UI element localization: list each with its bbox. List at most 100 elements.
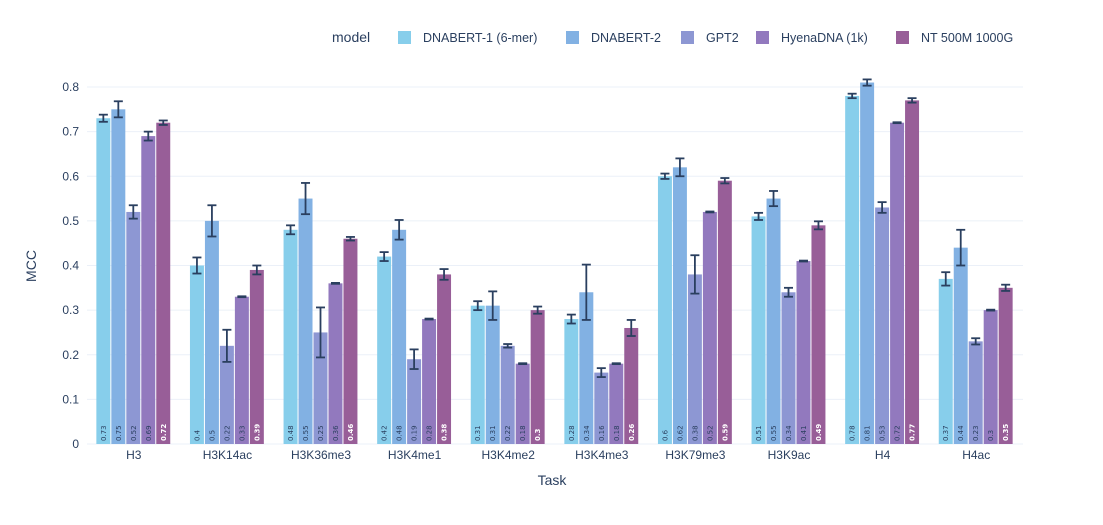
bar-value-label: 0.52 (130, 425, 138, 441)
axes: MCC Task 0 0.1 0.2 0.3 0.4 0.5 0.6 0.7 0.8 H3 H3K1… (23, 80, 990, 488)
bar[interactable] (156, 122, 171, 444)
bar-value-label: 0.4 (193, 429, 201, 441)
y-tick-label: 0.1 (62, 392, 79, 406)
legend-item-label[interactable]: GPT2 (706, 31, 739, 45)
bar[interactable] (204, 220, 219, 444)
bar[interactable] (624, 327, 639, 444)
x-tick-label: H3K4me3 (575, 448, 629, 462)
bar[interactable] (515, 363, 530, 444)
bar-value-label: 0.75 (115, 425, 123, 441)
bar[interactable] (437, 274, 452, 444)
legend-swatch[interactable] (398, 31, 411, 44)
legend-item-label[interactable]: NT 500M 1000G (921, 31, 1013, 45)
bar[interactable] (343, 238, 358, 444)
bar-value-label: 0.6 (661, 429, 669, 441)
bar-value-label: 0.19 (411, 425, 419, 441)
bar[interactable] (998, 287, 1013, 444)
bar-value-label: 0.25 (317, 425, 325, 441)
bar[interactable] (328, 283, 343, 444)
y-tick-label: 0 (72, 437, 79, 451)
bar[interactable] (875, 207, 890, 444)
y-tick-label: 0.3 (62, 303, 79, 317)
bar[interactable] (564, 319, 579, 444)
bar-value-label: 0.18 (613, 425, 621, 441)
bar-value-label: 0.51 (755, 425, 763, 441)
legend-swatch[interactable] (681, 31, 694, 44)
bar[interactable] (407, 359, 422, 444)
bar[interactable] (96, 118, 111, 445)
y-axis-title: MCC (23, 250, 39, 282)
bar[interactable] (905, 100, 920, 444)
bar[interactable] (860, 82, 875, 444)
bar[interactable] (189, 265, 204, 445)
bar[interactable] (141, 136, 156, 444)
legend-item-label[interactable]: DNABERT-1 (6-mer) (423, 31, 537, 45)
bar[interactable] (672, 167, 687, 444)
bar[interactable] (530, 310, 545, 444)
bar[interactable] (313, 332, 328, 444)
legend-swatch[interactable] (566, 31, 579, 44)
bar[interactable] (687, 274, 702, 444)
bar[interactable] (422, 319, 437, 444)
legend-item-label[interactable]: HyenaDNA (1k) (781, 31, 868, 45)
bar-value-label: 0.3 (987, 430, 995, 441)
bar-value-label: 0.53 (879, 425, 887, 441)
bar[interactable] (811, 225, 826, 444)
bar[interactable] (377, 256, 392, 444)
bar-value-label: 0.26 (628, 424, 636, 441)
bar[interactable] (781, 292, 796, 444)
bar-value-label: 0.38 (441, 424, 449, 441)
bar[interactable] (890, 122, 905, 444)
bar-value-label: 0.55 (302, 425, 310, 441)
bar[interactable] (609, 363, 624, 444)
bar[interactable] (717, 180, 732, 444)
bar[interactable] (126, 211, 141, 444)
x-axis-title: Task (538, 472, 568, 488)
bar[interactable] (283, 229, 298, 444)
legend-item-label[interactable]: DNABERT-2 (591, 31, 661, 45)
bar-value-label: 0.23 (972, 425, 980, 441)
bar[interactable] (845, 95, 860, 445)
legend-swatch[interactable] (756, 31, 769, 44)
bar-value-label: 0.28 (568, 425, 576, 441)
x-tick-label: H3 (126, 448, 142, 462)
bar[interactable] (751, 216, 766, 444)
bar[interactable] (500, 345, 515, 444)
bar[interactable] (983, 310, 998, 444)
bar-value-labels: 0.73 0.75 0.52 0.69 0.72 0.4 0.5 0.22 0.33 0.39 0.… (100, 424, 1010, 441)
y-tick-label: 0.4 (62, 259, 79, 273)
bar[interactable] (219, 345, 234, 444)
bar-value-label: 0.46 (347, 424, 355, 441)
bar-value-label: 0.22 (223, 425, 231, 441)
bar[interactable] (111, 109, 126, 444)
bar-value-label: 0.31 (474, 425, 482, 441)
bar-value-label: 0.44 (957, 425, 965, 441)
bar-value-label: 0.3 (534, 428, 542, 441)
bar[interactable] (796, 261, 811, 444)
legend[interactable]: model DNABERT-1 (6-mer) DNABERT-2 GPT2 Hyen… (332, 29, 1013, 45)
x-tick-label: H4ac (962, 448, 990, 462)
bar[interactable] (766, 198, 781, 444)
bar[interactable] (594, 372, 609, 444)
bar-value-label: 0.22 (504, 425, 512, 441)
bar[interactable] (485, 305, 500, 444)
bar[interactable] (657, 176, 672, 444)
bar[interactable] (298, 198, 313, 444)
bar-value-label: 0.52 (706, 425, 714, 441)
bar-value-label: 0.31 (489, 425, 497, 441)
bar[interactable] (234, 296, 249, 444)
bar-value-label: 0.28 (426, 425, 434, 441)
bar[interactable] (702, 211, 717, 444)
bar[interactable] (470, 305, 485, 444)
bar[interactable] (579, 292, 594, 444)
bar-value-label: 0.33 (238, 425, 246, 441)
bar[interactable] (938, 278, 953, 444)
bar[interactable] (968, 341, 983, 444)
x-tick-label: H3K36me3 (291, 448, 351, 462)
bar[interactable] (953, 247, 968, 444)
legend-swatch[interactable] (896, 31, 909, 44)
bar[interactable] (392, 229, 407, 444)
bar-value-label: 0.55 (770, 425, 778, 441)
bar[interactable] (249, 269, 264, 444)
